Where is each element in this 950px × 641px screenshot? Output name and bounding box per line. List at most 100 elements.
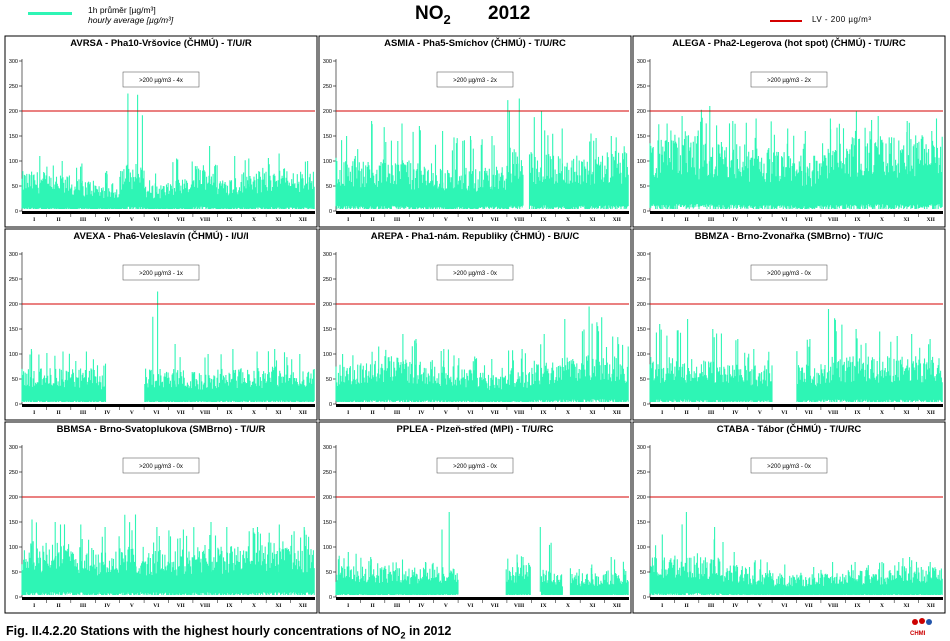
- exceedance-label: >200 µg/m3 - 0x: [453, 464, 497, 470]
- month-label: X: [252, 410, 256, 416]
- exceedance-label: >200 µg/m3 - 0x: [453, 271, 497, 277]
- month-label: VII: [177, 410, 185, 416]
- month-label: XII: [613, 217, 621, 223]
- month-label: X: [880, 217, 884, 223]
- title-pollutant: NO: [415, 3, 444, 24]
- y-tick-label: 250: [637, 277, 646, 283]
- month-label: III: [80, 410, 86, 416]
- exceedance-label: >200 µg/m3 - 0x: [139, 464, 183, 470]
- y-tick-label: 150: [323, 134, 332, 140]
- chmi-logo-icon: [912, 618, 932, 625]
- series-legend-swatch: [28, 12, 72, 15]
- x-axis: [650, 404, 943, 407]
- month-label: XII: [299, 217, 307, 223]
- month-label: IX: [854, 217, 860, 223]
- caption-subscript: 2: [400, 630, 406, 641]
- title-year: 2012: [488, 3, 531, 24]
- month-label: IV: [418, 410, 424, 416]
- station-chart: BBMSA - Brno-Svatoplukova (SMBrno) - T/U…: [4, 421, 318, 614]
- month-label: III: [394, 410, 400, 416]
- y-tick-label: 100: [637, 545, 646, 551]
- month-label: V: [758, 217, 762, 223]
- month-label: IV: [732, 217, 738, 223]
- month-label: III: [80, 603, 86, 609]
- month-label: VI: [781, 217, 787, 223]
- y-tick-label: 200: [323, 109, 332, 115]
- y-tick-label: 250: [637, 84, 646, 90]
- y-tick-label: 0: [329, 402, 332, 408]
- chart-title: AREPA - Pha1-nám. Republiky (ČHMÚ) - B/U…: [371, 230, 580, 242]
- exceedance-box: [750, 71, 828, 88]
- month-label: IX: [854, 410, 860, 416]
- chart-title: BBMZA - Brno-Zvonařka (SMBrno) - T/U/C: [695, 231, 884, 242]
- month-label: I: [661, 603, 663, 609]
- y-tick-label: 200: [323, 495, 332, 501]
- month-label: I: [347, 217, 349, 223]
- y-tick-label: 200: [637, 302, 646, 308]
- chart-title: ASMIA - Pha5-Smíchov (ČHMÚ) - T/U/RC: [384, 37, 566, 49]
- x-axis: [336, 597, 629, 600]
- y-tick-label: 300: [637, 445, 646, 451]
- month-label: II: [370, 603, 374, 609]
- chart-title: PPLEA - Plzeň-střed (MPI) - T/U/RC: [397, 424, 554, 435]
- month-label: X: [880, 410, 884, 416]
- month-label: VII: [491, 410, 499, 416]
- chart-title: CTABA - Tábor (ČHMÚ) - T/U/RC: [717, 423, 862, 435]
- x-axis: [336, 211, 629, 214]
- figure-caption: Fig. II.4.2.20 Stations with the highest…: [6, 624, 451, 641]
- month-label: VI: [153, 217, 159, 223]
- exceedance-box: [436, 264, 514, 281]
- y-tick-label: 0: [15, 209, 18, 215]
- month-label: VII: [805, 410, 813, 416]
- month-label: IX: [540, 603, 546, 609]
- y-tick-label: 300: [323, 252, 332, 258]
- chart-title: ALEGA - Pha2-Legerova (hot spot) (ČHMÚ) …: [672, 37, 906, 49]
- chart-title: AVEXA - Pha6-Veleslavín (ČHMÚ) - I/U/I: [73, 230, 248, 242]
- y-tick-label: 50: [640, 377, 646, 383]
- station-chart: AVEXA - Pha6-Veleslavín (ČHMÚ) - I/U/I 0 5…: [4, 228, 318, 421]
- hourly-series: [649, 309, 943, 402]
- exceedance-label: >200 µg/m3 - 2x: [767, 78, 811, 84]
- hourly-series: [335, 306, 629, 402]
- station-chart: ASMIA - Pha5-Smíchov (ČHMÚ) - T/U/RC 0 50 1…: [318, 35, 632, 228]
- exceedance-box: [122, 457, 200, 474]
- hourly-series: [21, 93, 315, 209]
- month-label: XI: [275, 217, 281, 223]
- y-tick-label: 100: [637, 159, 646, 165]
- month-label: X: [880, 603, 884, 609]
- month-label: VIII: [200, 603, 210, 609]
- month-label: IX: [226, 217, 232, 223]
- y-tick-label: 150: [637, 134, 646, 140]
- y-tick-label: 200: [323, 302, 332, 308]
- month-label: VI: [153, 410, 159, 416]
- station-chart: AVRSA - Pha10-Vršovice (ČHMÚ) - T/U/R 0 50…: [4, 35, 318, 228]
- month-label: IX: [226, 603, 232, 609]
- month-label: V: [130, 217, 134, 223]
- exceedance-label: >200 µg/m3 - 4x: [139, 78, 183, 84]
- month-label: I: [347, 410, 349, 416]
- y-tick-label: 200: [9, 302, 18, 308]
- month-label: IV: [732, 410, 738, 416]
- chart-title: AVRSA - Pha10-Vršovice (ČHMÚ) - T/U/R: [70, 37, 252, 49]
- series-legend-label: 1h průměr [µg/m³] hourly average [µg/m³]: [88, 5, 173, 25]
- month-label: V: [444, 603, 448, 609]
- month-label: IV: [104, 217, 110, 223]
- month-label: XII: [927, 603, 935, 609]
- month-label: IX: [226, 410, 232, 416]
- month-label: VI: [153, 603, 159, 609]
- month-label: IV: [732, 603, 738, 609]
- x-axis: [22, 404, 315, 407]
- caption-tail: in 2012: [405, 624, 452, 638]
- y-tick-label: 300: [323, 445, 332, 451]
- page-title: NO2: [415, 3, 451, 27]
- y-tick-label: 100: [9, 545, 18, 551]
- y-tick-label: 0: [15, 595, 18, 601]
- y-tick-label: 50: [12, 377, 18, 383]
- y-tick-label: 300: [637, 59, 646, 65]
- y-tick-label: 150: [323, 520, 332, 526]
- month-label: XI: [275, 410, 281, 416]
- month-label: VIII: [828, 410, 838, 416]
- month-label: X: [566, 217, 570, 223]
- caption-text: Fig. II.4.2.20 Stations with the highest…: [6, 624, 401, 638]
